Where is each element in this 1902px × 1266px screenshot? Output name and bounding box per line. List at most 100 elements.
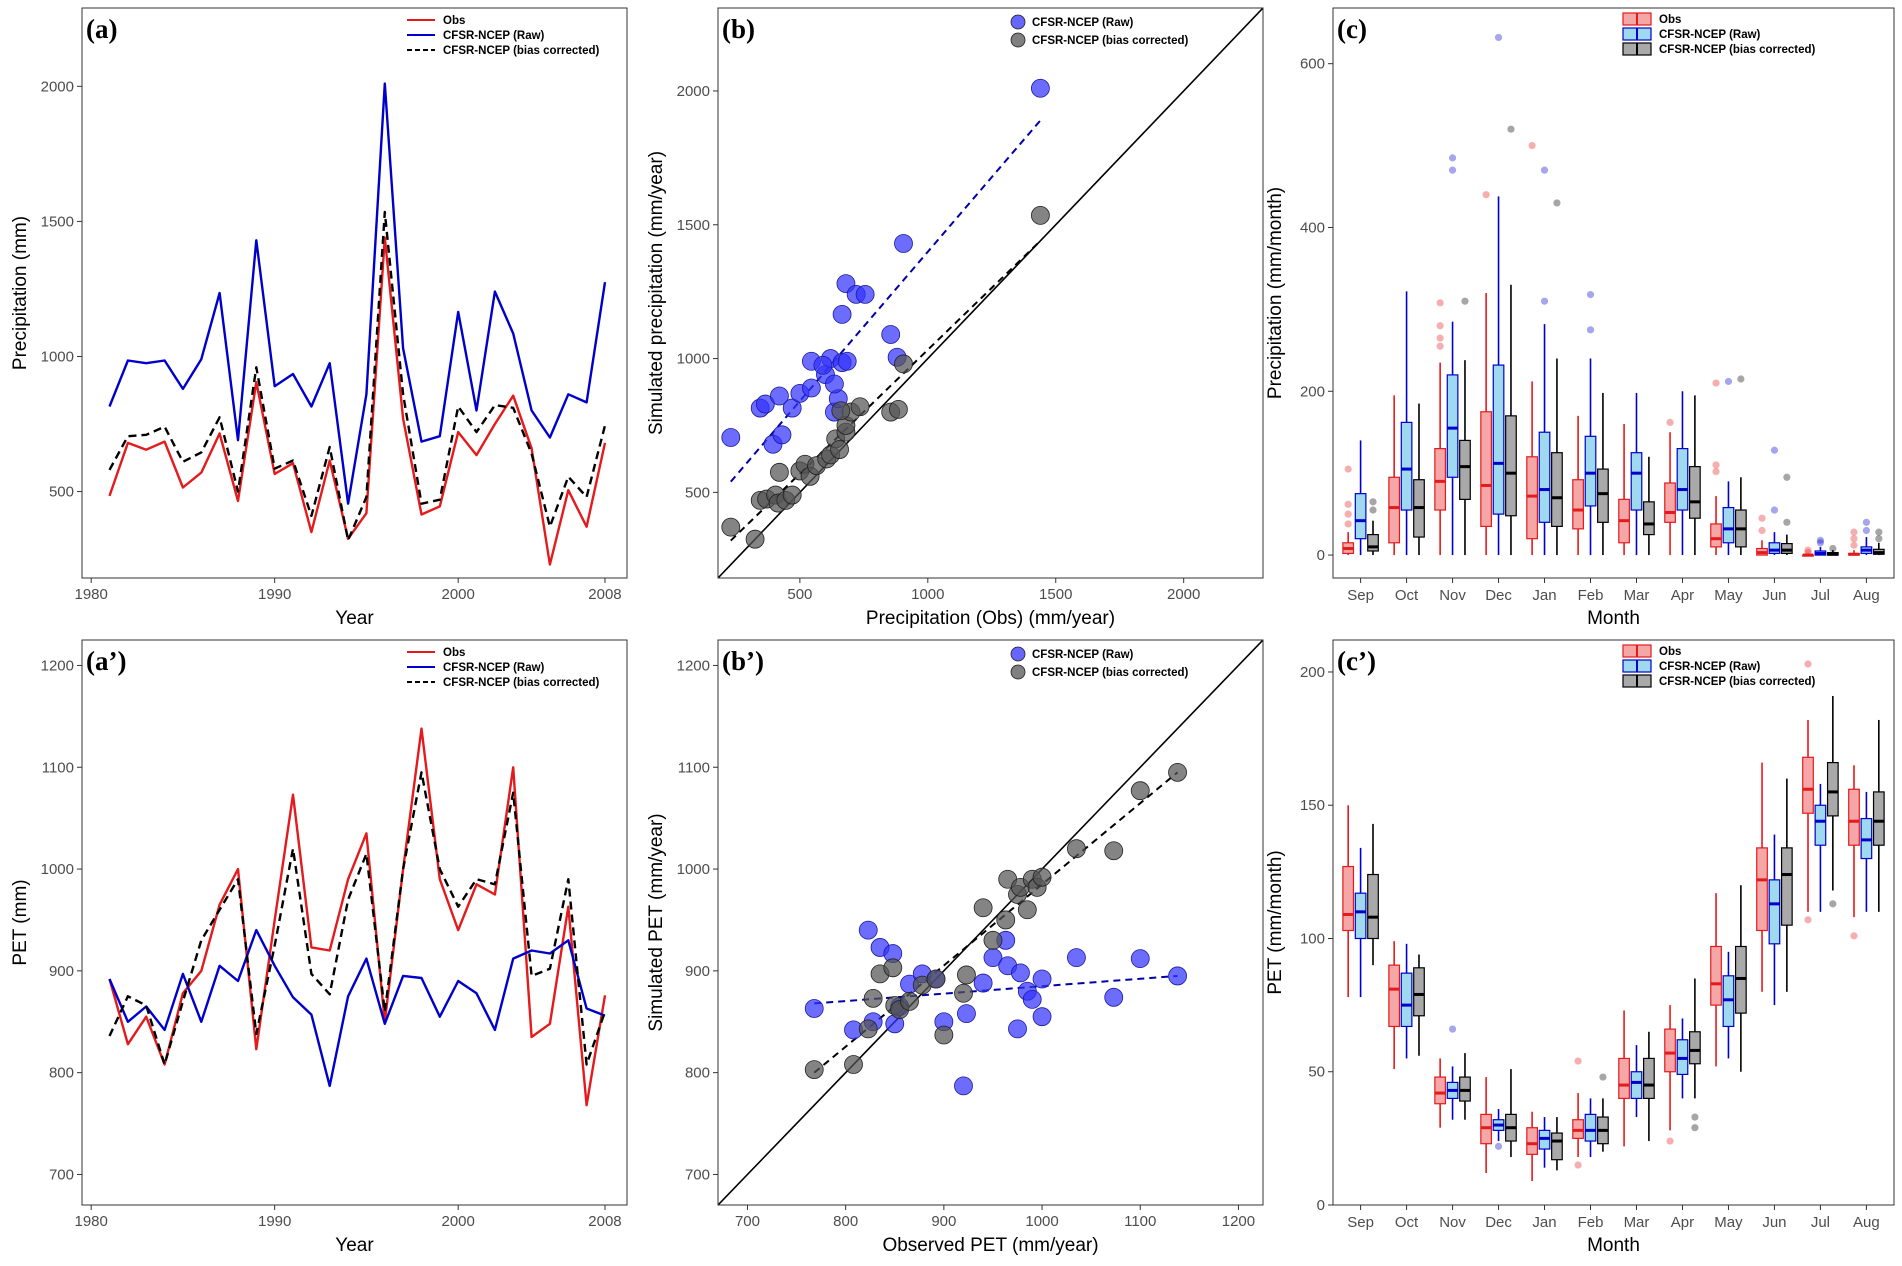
scatter-point bbox=[850, 397, 870, 417]
y-tick-label: 900 bbox=[685, 963, 710, 980]
y-axis-title: Simulated PET (mm/year) bbox=[646, 813, 667, 1031]
x-tick-label: 1980 bbox=[74, 586, 107, 603]
box bbox=[1722, 506, 1735, 544]
y-tick-label: 2000 bbox=[677, 83, 710, 100]
outlier-point bbox=[1862, 518, 1871, 526]
box bbox=[1848, 788, 1860, 846]
x-tick-label: 700 bbox=[735, 1213, 760, 1230]
scatter-point bbox=[804, 1060, 824, 1080]
y-tick-label: 1500 bbox=[677, 217, 710, 234]
panel-b: 500 1000 1500 2000 500 1000 1500 2000 Precipitat… bbox=[646, 7, 1264, 629]
box bbox=[1676, 448, 1689, 511]
x-tick-label: Sep bbox=[1347, 587, 1374, 604]
x-tick-label: Apr bbox=[1671, 1214, 1694, 1231]
outlier-point bbox=[1436, 299, 1444, 307]
y-tick-label: 400 bbox=[1300, 219, 1325, 236]
box bbox=[1367, 873, 1379, 940]
panel-label: (a) bbox=[86, 14, 117, 44]
y-tick-label: 0 bbox=[1317, 1197, 1325, 1214]
outlier-point bbox=[1737, 375, 1745, 383]
x-tick-label: Sep bbox=[1347, 1214, 1374, 1231]
box bbox=[1388, 964, 1401, 1028]
box bbox=[1480, 411, 1493, 528]
box bbox=[1446, 374, 1459, 478]
outlier-point bbox=[1436, 322, 1444, 330]
box bbox=[1367, 533, 1379, 552]
outlier-point bbox=[1862, 526, 1871, 535]
fit-line-0 bbox=[730, 119, 1042, 483]
box bbox=[1413, 967, 1425, 1017]
legend-entry: CFSR-NCEP (bias corrected) bbox=[1032, 35, 1189, 47]
outlier-point bbox=[1712, 379, 1720, 387]
scatter-point bbox=[900, 991, 919, 1011]
x-tick-label: 2000 bbox=[441, 586, 474, 603]
y-tick-label: 1000 bbox=[41, 861, 74, 878]
scatter-point bbox=[1008, 1019, 1027, 1039]
outlier-point bbox=[1553, 199, 1561, 207]
scatter-point bbox=[996, 910, 1016, 930]
legend-entry: CFSR-NCEP (Raw) bbox=[443, 662, 545, 674]
legend-entry: CFSR-NCEP (Raw) bbox=[1659, 29, 1761, 41]
panel-label: (b’) bbox=[722, 646, 764, 676]
x-tick-label: 500 bbox=[787, 586, 812, 603]
box bbox=[1710, 523, 1722, 548]
box bbox=[1768, 879, 1781, 945]
box bbox=[1689, 1031, 1701, 1065]
y-axis-title: Precipitation (mm/month) bbox=[1265, 187, 1286, 399]
box bbox=[1780, 543, 1793, 555]
x-tick-label: 2008 bbox=[588, 586, 621, 603]
x-tick-label: Dec bbox=[1485, 1214, 1512, 1231]
outlier-point bbox=[1482, 191, 1490, 199]
plot-area bbox=[1342, 33, 1885, 557]
box bbox=[1400, 421, 1413, 511]
y-tick-label: 0 bbox=[1317, 547, 1325, 564]
x-tick-label: 2000 bbox=[1167, 586, 1200, 603]
outlier-point bbox=[1344, 500, 1352, 508]
x-tick-label: Jun bbox=[1762, 587, 1786, 604]
x-tick-label: Jul bbox=[1811, 587, 1830, 604]
legend-entry: CFSR-NCEP (bias corrected) bbox=[1032, 667, 1189, 679]
panel-a: 500 1000 1500 2000 1980 1990 2000 2008 Year Preci… bbox=[10, 7, 628, 629]
box bbox=[1802, 756, 1814, 814]
outlier-point bbox=[1369, 506, 1377, 514]
panel-a2: 700 800 900 1000 1100 1200 1980 1990 2000 2008 Yea… bbox=[10, 639, 628, 1256]
outlier-point bbox=[1712, 467, 1720, 476]
x-tick-label: Feb bbox=[1578, 587, 1604, 604]
scatter-point bbox=[888, 400, 908, 419]
scatter-point bbox=[894, 234, 913, 253]
box bbox=[1354, 892, 1367, 940]
outlier-point bbox=[1850, 932, 1858, 940]
scatter-point bbox=[883, 958, 903, 978]
legend-entry: CFSR-NCEP (bias corrected) bbox=[1659, 676, 1816, 688]
scatter-point bbox=[881, 325, 901, 344]
y-tick-label: 700 bbox=[685, 1166, 710, 1183]
scatter-point bbox=[755, 394, 775, 414]
scatter-point bbox=[1030, 78, 1050, 98]
plot-frame bbox=[1332, 7, 1895, 579]
scatter-point bbox=[1104, 841, 1124, 861]
scatter-point bbox=[863, 988, 883, 1008]
x-tick-label: Jan bbox=[1532, 587, 1556, 604]
x-tick-label: Oct bbox=[1395, 587, 1419, 604]
x-tick-label: Aug bbox=[1853, 1214, 1880, 1231]
scatter-point bbox=[1104, 987, 1124, 1007]
outlier-point bbox=[1507, 125, 1515, 133]
x-tick-label: Aug bbox=[1853, 587, 1880, 604]
y-tick-label: 1000 bbox=[677, 861, 710, 878]
box bbox=[1630, 452, 1643, 511]
scatter-point bbox=[954, 983, 973, 1003]
outlier-point bbox=[1494, 1142, 1503, 1150]
outlier-point bbox=[1758, 526, 1766, 535]
scatter-point bbox=[973, 973, 993, 993]
x-tick-label: 1000 bbox=[911, 586, 944, 603]
legend-entry: CFSR-NCEP (Raw) bbox=[1659, 661, 1761, 673]
plot-frame bbox=[717, 7, 1264, 579]
y-axis-title: Simulated precipitation (mm/year) bbox=[646, 151, 667, 435]
box bbox=[1505, 415, 1517, 517]
scatter-point bbox=[858, 1019, 878, 1039]
x-tick-label: Feb bbox=[1578, 1214, 1604, 1231]
x-tick-label: Mar bbox=[1624, 587, 1650, 604]
box bbox=[1434, 1076, 1447, 1105]
plot-area bbox=[718, 8, 1263, 578]
